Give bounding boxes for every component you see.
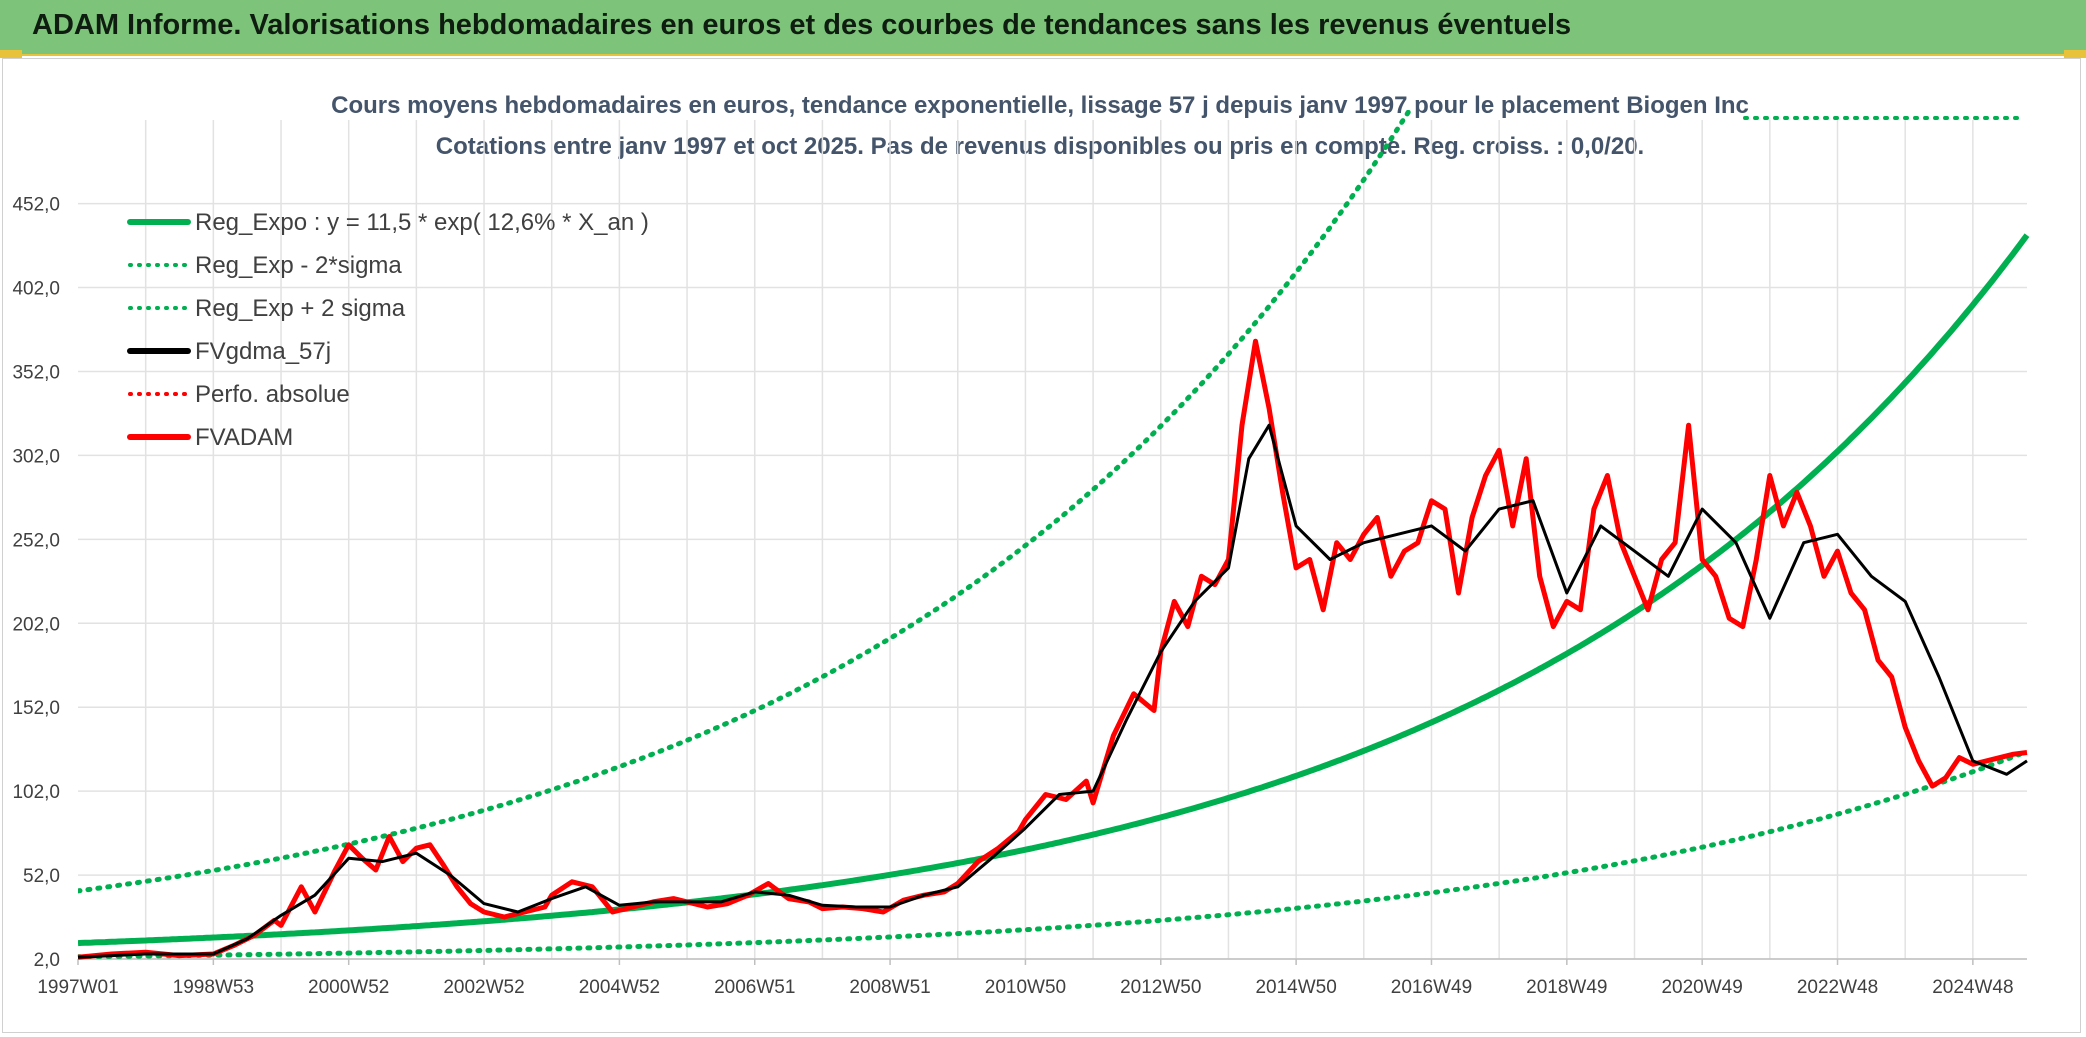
- legend-item-fvadam: FVADAM: [127, 424, 293, 451]
- legend-item-reg_plus: Reg_Exp + 2 sigma: [128, 295, 406, 322]
- legend-item-reg_expo: Reg_Expo : y = 11,5 * exp( 12,6% * X_an …: [127, 209, 649, 236]
- chart-subtitle: Cotations entre janv 1997 et oct 2025. P…: [436, 133, 1644, 160]
- x-tick-label: 2002W52: [443, 977, 524, 998]
- y-tick-label: 202,0: [12, 614, 60, 635]
- legend-label-fvadam: FVADAM: [195, 424, 293, 451]
- x-tick-label: 2024W48: [1932, 977, 2013, 998]
- legend-label-reg_expo: Reg_Expo : y = 11,5 * exp( 12,6% * X_an …: [195, 209, 649, 236]
- y-tick-label: 152,0: [12, 698, 60, 719]
- legend-label-perfo: Perfo. absolue: [195, 381, 350, 408]
- x-tick-label: 2004W52: [579, 977, 660, 998]
- x-tick-label: 2000W52: [308, 977, 389, 998]
- x-tick-label: 1997W01: [37, 977, 118, 998]
- chart-title: Cours moyens hebdomadaires en euros, ten…: [331, 92, 1749, 119]
- x-tick-label: 2008W51: [849, 977, 930, 998]
- legend-item-perfo: Perfo. absolue: [128, 381, 350, 408]
- legend-item-reg_minus: Reg_Exp - 2*sigma: [128, 252, 402, 279]
- legend-label-reg_plus: Reg_Exp + 2 sigma: [195, 295, 406, 322]
- x-tick-label: 2022W48: [1797, 977, 1878, 998]
- series-reg-expo: [78, 233, 2030, 947]
- y-tick-label: 252,0: [12, 530, 60, 551]
- y-tick-label: 302,0: [12, 446, 60, 467]
- y-tick-label: 452,0: [12, 195, 60, 216]
- series-fvadam: [77, 338, 2028, 960]
- y-tick-label: 402,0: [12, 279, 60, 300]
- report-title: ADAM Informe. Valorisations hebdomadaire…: [32, 9, 1572, 41]
- corner-accent-right: [2064, 50, 2086, 58]
- x-tick-label: 2016W49: [1391, 977, 1472, 998]
- y-tick-label: 352,0: [12, 362, 60, 383]
- legend-item-fvgdma: FVgdma_57j: [127, 338, 331, 365]
- x-tick-label: 2014W50: [1255, 977, 1336, 998]
- series-reg-exp-minus-2-sigma: [78, 749, 2030, 959]
- series-fvgdma-57j: [77, 423, 2028, 959]
- corner-accent-left: [0, 50, 22, 58]
- x-tick-label: 2006W51: [714, 977, 795, 998]
- x-tick-label: 2020W49: [1661, 977, 1742, 998]
- x-tick-label: 2018W49: [1526, 977, 1607, 998]
- y-tick-label: 102,0: [12, 782, 60, 803]
- legend-label-fvgdma: FVgdma_57j: [195, 338, 331, 365]
- x-tick-label: 2010W50: [985, 977, 1066, 998]
- series-reg-exp-plus-2-sigma: [78, 110, 1413, 894]
- x-tick-label: 1998W53: [173, 977, 254, 998]
- chart-area: [2, 58, 2081, 1033]
- x-tick-label: 2012W50: [1120, 977, 1201, 998]
- header-bar: ADAM Informe. Valorisations hebdomadaire…: [0, 0, 2086, 56]
- y-tick-label: 2,0: [34, 950, 60, 971]
- legend-label-reg_minus: Reg_Exp - 2*sigma: [195, 252, 402, 279]
- y-tick-label: 52,0: [23, 866, 60, 887]
